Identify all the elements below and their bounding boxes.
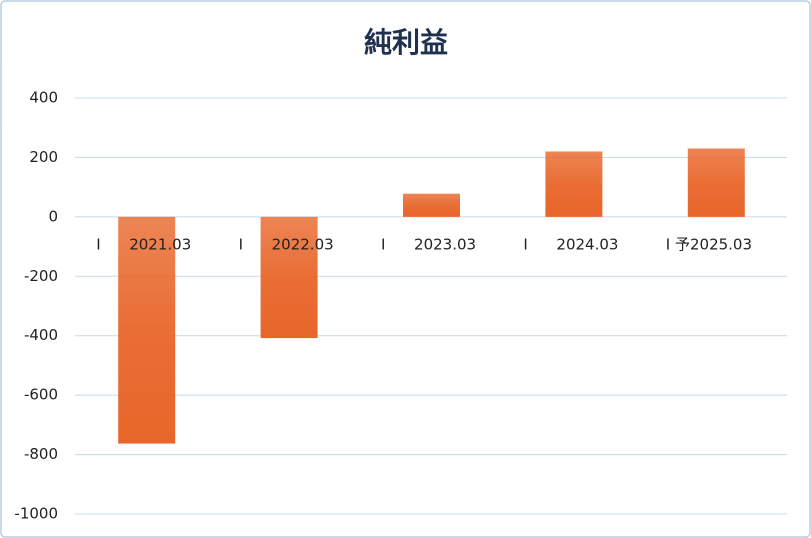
y-tick-label: 400 [29, 89, 58, 107]
x-tick-label: I 2024.03 [523, 235, 618, 253]
y-tick-label: -200 [24, 267, 58, 285]
bar [118, 216, 176, 444]
y-tick-label: -800 [24, 445, 58, 463]
bar [687, 148, 745, 217]
y-tick-label: -400 [24, 326, 58, 344]
bar [403, 193, 460, 217]
x-tick-label: I 2022.03 [239, 235, 334, 253]
bar [260, 216, 318, 339]
y-tick-label: -600 [24, 386, 58, 404]
chart-title: 純利益 [364, 26, 448, 59]
x-tick-label: I 2021.03 [96, 235, 191, 253]
bar [545, 151, 603, 217]
x-tick-label: I 予2025.03 [666, 235, 752, 253]
y-tick-label: -1000 [14, 505, 58, 523]
y-tick-label: 0 [48, 207, 58, 225]
x-tick-label: I 2023.03 [381, 235, 476, 253]
y-tick-label: 200 [29, 148, 58, 166]
